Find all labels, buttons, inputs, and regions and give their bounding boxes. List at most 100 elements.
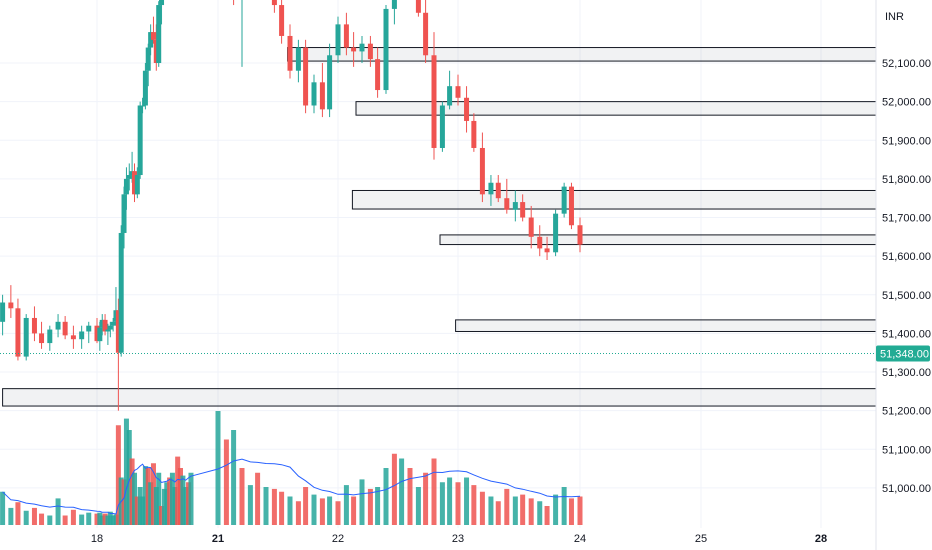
time-axis[interactable]: 18 21 22 23 24 25 28 xyxy=(91,533,827,545)
candle-body xyxy=(568,186,574,226)
zone-box xyxy=(287,47,877,62)
candle-body xyxy=(488,182,494,195)
candle-body xyxy=(156,5,162,63)
volume-bar xyxy=(215,411,221,525)
candle-body xyxy=(504,198,510,210)
volume-bar xyxy=(150,463,156,525)
candle-body xyxy=(31,317,37,334)
y-tick-label: 51,600.00 xyxy=(882,251,931,263)
candle-body xyxy=(479,147,485,195)
candle-body xyxy=(464,97,470,121)
volume-bar xyxy=(0,491,6,525)
price-axis[interactable]: INR 52,100.00 52,000.00 51,900.00 51,800.00… xyxy=(875,0,931,550)
volume-bar xyxy=(115,425,121,525)
volume-bar xyxy=(107,511,113,525)
candle-body xyxy=(126,175,132,179)
x-tick-label: 22 xyxy=(332,533,344,545)
volume-bar xyxy=(134,496,140,525)
volume-bar xyxy=(159,506,165,525)
x-tick-label: 25 xyxy=(695,533,707,545)
candle-body xyxy=(47,329,53,344)
volume-bar xyxy=(255,472,261,525)
candle-body xyxy=(553,213,559,253)
volume-bar xyxy=(94,513,100,525)
candle-body xyxy=(455,86,461,98)
volume-bar xyxy=(47,515,53,525)
y-tick-label: 51,000.00 xyxy=(882,483,931,495)
volume-bar xyxy=(164,482,170,525)
volume-bar xyxy=(223,439,229,525)
volume-bar xyxy=(407,468,413,525)
y-tick-label: 51,300.00 xyxy=(882,367,931,379)
volume-bar xyxy=(287,496,293,525)
volume-bar xyxy=(528,498,534,525)
candle-body xyxy=(23,317,29,357)
volume-bar xyxy=(479,491,485,525)
volume-bar xyxy=(86,512,92,525)
volume-bar xyxy=(423,472,429,525)
volume-bar xyxy=(123,418,129,525)
candle-body xyxy=(327,55,333,110)
volume-bar xyxy=(488,496,494,525)
currency-label: INR xyxy=(885,11,904,23)
candle-body xyxy=(561,186,567,214)
volume-bar xyxy=(279,491,285,525)
candle-body xyxy=(375,59,381,91)
candle-body xyxy=(132,171,138,195)
candle-body xyxy=(86,325,92,332)
volume-bar xyxy=(271,488,277,525)
volume-bar xyxy=(319,498,325,525)
candle-body xyxy=(279,5,285,36)
candle-body xyxy=(431,55,437,148)
candle-body xyxy=(140,105,146,107)
candle-body xyxy=(287,35,293,71)
candle-body xyxy=(471,120,477,148)
candle-body xyxy=(351,47,357,52)
volume-bar xyxy=(175,456,181,525)
y-tick-label: 51,100.00 xyxy=(882,444,931,456)
volume-bar xyxy=(188,472,194,525)
candle-body xyxy=(121,194,127,233)
candle-body xyxy=(295,47,301,71)
candle-body xyxy=(439,105,445,148)
volume-bar xyxy=(471,485,477,525)
volume-bar xyxy=(343,485,349,525)
volume-bar xyxy=(520,494,526,525)
candle-body xyxy=(79,331,85,340)
candle-body xyxy=(142,70,148,106)
volume-bar xyxy=(512,496,518,525)
volume-bar xyxy=(79,514,85,525)
volume-bar xyxy=(23,510,29,525)
volume-bar xyxy=(359,479,365,525)
volume-bar xyxy=(239,468,245,525)
candle-body xyxy=(271,0,277,6)
candle-body xyxy=(319,82,325,110)
zone-box xyxy=(351,189,877,210)
candle-body xyxy=(423,12,429,56)
volume-bar xyxy=(431,458,437,525)
candle-body xyxy=(134,175,140,195)
candle-body xyxy=(415,0,421,13)
y-tick-labels: 52,100.00 52,000.00 51,900.00 51,800.00 51,7… xyxy=(882,58,931,495)
volume-bar xyxy=(8,507,14,525)
candle-body xyxy=(544,248,550,253)
volume-bar xyxy=(110,515,116,525)
y-tick-label: 51,800.00 xyxy=(882,174,931,186)
candle-body xyxy=(311,82,317,106)
volume-bar xyxy=(142,466,148,525)
volume-bar xyxy=(439,482,445,525)
volume-bar xyxy=(31,507,37,525)
volume-bar xyxy=(399,458,405,525)
volume-bar xyxy=(537,501,543,525)
candle-body xyxy=(99,319,105,328)
volume-bar xyxy=(180,475,186,525)
volume-bar xyxy=(295,501,301,525)
candle-body xyxy=(303,47,309,106)
volume-bar xyxy=(99,515,105,525)
candles xyxy=(0,0,583,411)
volume-bar xyxy=(455,482,461,525)
candle-body xyxy=(62,321,68,336)
candle-body xyxy=(137,105,143,176)
